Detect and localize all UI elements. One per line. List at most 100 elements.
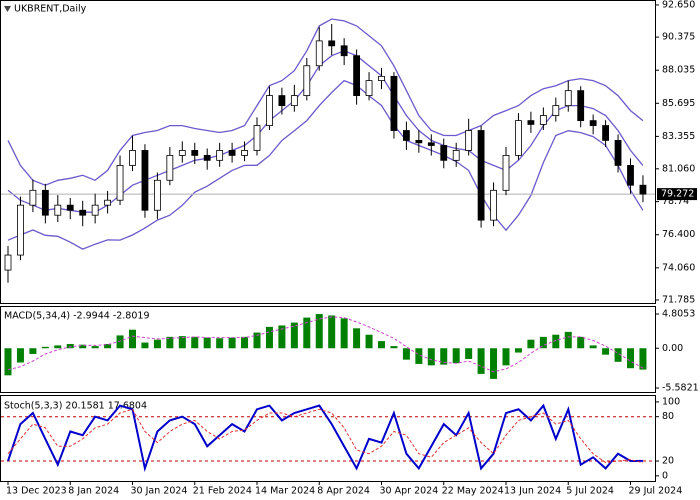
bollinger-band xyxy=(7,50,644,213)
candle-body xyxy=(116,165,124,201)
macd-bar xyxy=(228,337,236,349)
x-tick-label: 8 Apr 2024 xyxy=(317,486,370,497)
x-tick-label: 8 Jan 2024 xyxy=(68,486,119,497)
x-tick-label: 21 Feb 2024 xyxy=(193,486,252,497)
macd-bar xyxy=(514,348,522,353)
candle-body xyxy=(602,125,609,141)
chart-title: UKBRENT,Daily xyxy=(14,4,87,15)
candle-body xyxy=(378,75,385,82)
macd-bar xyxy=(440,348,448,365)
y-tick-label: 0.00 xyxy=(662,343,683,354)
candle-body xyxy=(589,120,597,126)
candle-body xyxy=(440,145,448,161)
candle-body xyxy=(465,130,473,151)
macd-bar xyxy=(415,348,423,364)
candle-body xyxy=(577,90,585,122)
macd-bar xyxy=(253,332,261,349)
candle-body xyxy=(527,120,535,125)
macd-bar xyxy=(627,348,634,369)
candle-body xyxy=(129,150,136,166)
y-tick-label: 100 xyxy=(662,396,680,407)
stoch-line xyxy=(7,403,643,473)
symbol-icon xyxy=(4,6,11,12)
macd-bar xyxy=(29,348,37,354)
macd-bar xyxy=(66,343,74,349)
candle-body xyxy=(79,209,87,216)
candle-body xyxy=(365,80,373,96)
macd-bar xyxy=(502,348,510,366)
candle-body xyxy=(203,154,211,161)
macd-bar xyxy=(290,322,298,349)
candle-body xyxy=(54,204,62,216)
candle-body xyxy=(228,150,236,156)
x-tick-label: 22 May 2024 xyxy=(442,486,504,497)
candle-body xyxy=(253,125,261,151)
y-tick-label: 71.785 xyxy=(662,294,695,305)
candle-body xyxy=(552,105,560,116)
candle-body xyxy=(564,90,572,107)
macd-bar xyxy=(589,345,597,349)
macd-bar xyxy=(552,334,560,349)
bollinger-band xyxy=(7,18,644,186)
macd-bar xyxy=(614,348,622,362)
y-tick-label: 20 xyxy=(662,456,674,467)
macd-bar xyxy=(577,336,585,349)
macd-bar xyxy=(490,348,498,379)
macd-bar xyxy=(278,325,286,349)
macd-bar xyxy=(178,336,186,349)
y-tick-label: 78.74 xyxy=(662,196,689,207)
macd-signal xyxy=(7,316,644,373)
macd-bar xyxy=(41,346,49,349)
macd-bar xyxy=(79,344,87,349)
last-price-box xyxy=(657,188,697,201)
x-tick-label: 13 Jun 2024 xyxy=(504,486,561,497)
macd-bar xyxy=(116,335,124,349)
macd-bar xyxy=(564,331,572,349)
macd-bar xyxy=(303,317,311,349)
y-tick-label: 4.8053 xyxy=(662,309,695,320)
candle-body xyxy=(315,40,323,67)
candle-body xyxy=(390,75,398,131)
candle-body xyxy=(104,199,111,206)
y-tick-label: 80 xyxy=(662,411,674,422)
y-tick-label: 0 xyxy=(662,470,668,481)
candle-body xyxy=(639,184,647,195)
y-tick-label: 90.375 xyxy=(662,32,695,43)
stoch-panel-frame xyxy=(0,395,656,482)
candle-body xyxy=(515,120,522,156)
y-tick-label: 88.035 xyxy=(662,65,695,76)
candle-body xyxy=(427,142,435,146)
macd-bar xyxy=(390,346,398,349)
macd-bar xyxy=(539,336,547,349)
macd-bar xyxy=(141,342,149,349)
candle-body xyxy=(141,150,149,211)
candle-body xyxy=(191,150,199,156)
macd-bar xyxy=(129,329,136,349)
candle-body xyxy=(627,165,634,186)
macd-bar xyxy=(203,337,211,349)
candle-body xyxy=(614,140,622,166)
macd-bar xyxy=(465,348,473,359)
candle-body xyxy=(241,150,248,156)
macd-bar xyxy=(328,315,336,349)
candle-body xyxy=(490,189,497,221)
candle-body xyxy=(166,154,174,181)
y-tick-label: 74.060 xyxy=(662,262,695,273)
candle-body xyxy=(29,189,37,206)
candle-body xyxy=(153,179,161,211)
macd-bar xyxy=(315,314,323,349)
candle-body xyxy=(91,204,99,216)
x-tick-label: 14 Mar 2024 xyxy=(255,486,315,497)
candle-body xyxy=(41,189,49,216)
macd-bar xyxy=(427,348,435,366)
y-tick-label: -5.5821 xyxy=(662,383,699,394)
macd-bar xyxy=(104,343,112,349)
macd-bar xyxy=(241,336,249,349)
candle-body xyxy=(66,204,74,211)
stoch-title: Stoch(5,3,3) 20.1581 17.6804 xyxy=(4,401,147,412)
macd-bar xyxy=(602,348,610,355)
candle-body xyxy=(303,65,311,96)
macd-bar xyxy=(265,326,273,349)
macd-bar xyxy=(452,348,460,364)
